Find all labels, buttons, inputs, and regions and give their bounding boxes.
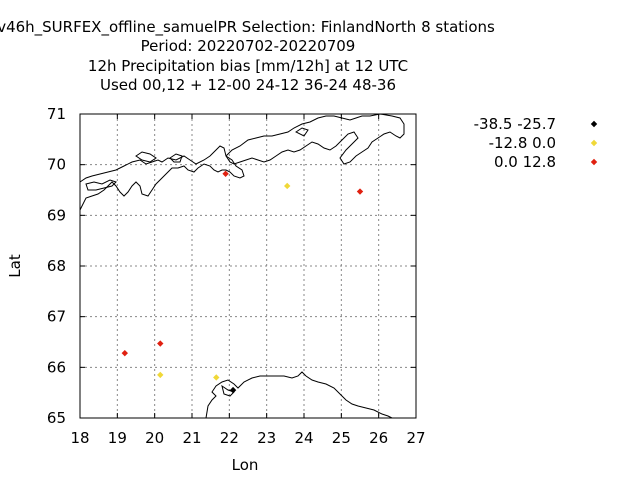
x-tick-label: 26 — [369, 429, 388, 447]
grid-lines — [80, 114, 416, 418]
data-point — [157, 340, 164, 347]
y-axis-label: Lat — [6, 254, 24, 278]
x-tick-label: 25 — [332, 429, 351, 447]
legend-label: -12.8 0.0 — [489, 134, 556, 152]
data-point — [121, 349, 128, 357]
title-line-1: v46h_SURFEX_offline_samuelPR Selection: … — [0, 18, 495, 37]
data-point — [229, 386, 237, 394]
x-tick-label: 20 — [145, 429, 164, 447]
title-line-3: 12h Precipitation bias [mm/12h] at 12 UT… — [88, 57, 408, 75]
legend-label: 0.0 12.8 — [494, 153, 556, 171]
y-tick-label: 65 — [47, 409, 66, 427]
y-tick-label: 67 — [47, 308, 66, 326]
axis-ticks: 18 19 20 21 22 23 24 25 26 27 65 66 67 68 69 70 71 — [47, 105, 426, 447]
x-tick-label: 23 — [257, 429, 276, 447]
data-point — [284, 182, 291, 190]
coastline-map — [79, 113, 405, 419]
data-point — [213, 374, 220, 381]
chart-title: v46h_SURFEX_offline_samuelPR Selection: … — [0, 18, 495, 94]
x-axis-label: Lon — [232, 456, 259, 474]
legend-marker — [590, 120, 598, 128]
legend-marker — [590, 139, 598, 147]
data-points — [121, 170, 364, 394]
title-line-2: Period: 20220702-20220709 — [141, 37, 356, 55]
y-tick-label: 70 — [47, 156, 66, 174]
x-tick-label: 19 — [108, 429, 127, 447]
y-tick-label: 69 — [47, 206, 66, 224]
y-tick-label: 68 — [47, 257, 66, 275]
x-tick-label: 21 — [182, 429, 201, 447]
x-tick-label: 24 — [294, 429, 313, 447]
data-point — [222, 170, 229, 177]
data-point — [157, 371, 164, 379]
x-tick-label: 18 — [70, 429, 89, 447]
title-line-4: Used 00,12 + 12-00 24-12 36-24 48-36 — [100, 76, 396, 94]
data-point — [356, 188, 364, 195]
y-tick-label: 66 — [47, 358, 66, 376]
legend-label: -38.5 -25.7 — [474, 115, 556, 133]
legend: -38.5 -25.7-12.8 0.00.0 12.8 — [474, 115, 598, 171]
y-tick-label: 71 — [47, 105, 66, 123]
x-tick-label: 27 — [406, 429, 425, 447]
legend-marker — [590, 158, 598, 166]
x-tick-label: 22 — [220, 429, 239, 447]
